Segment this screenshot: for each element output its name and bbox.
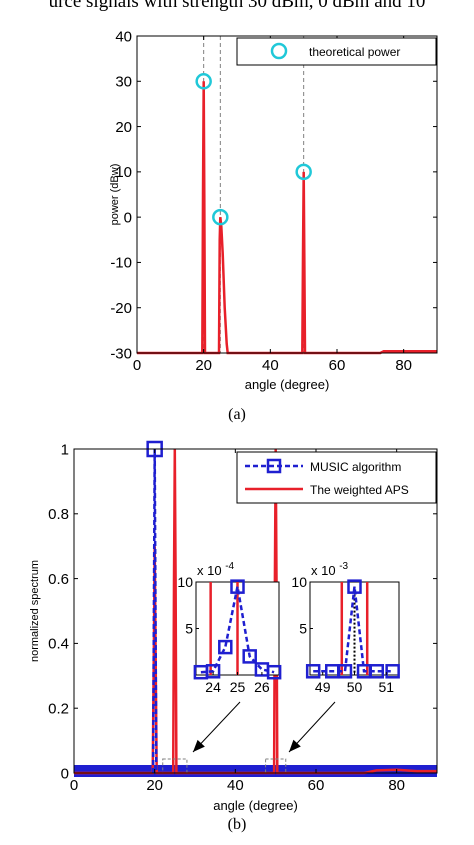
b-inset-1-music-line [200, 586, 275, 674]
b-inset-2: 49 50 51 5 10x 10 -3 [291, 561, 400, 695]
b-ytick-label-2: 0.4 [48, 636, 69, 653]
a-theory-point-0 [195, 73, 212, 90]
b-plot-frame [73, 448, 438, 774]
a-ytick-label-1: -20 [110, 300, 132, 317]
b-inset-2-marker-0 [305, 664, 321, 679]
b-legend-music-label: MUSIC algorithm [310, 460, 401, 474]
b-inset-2-exponent: x 10 -3 [311, 561, 349, 578]
b-inset-2-xtick-label-0: 49 [315, 679, 331, 695]
b-inset-2-exponent-power: -3 [339, 561, 348, 572]
b-inset-1-exponent-power: -4 [225, 561, 234, 572]
a-legend-marker [270, 42, 288, 60]
b-ytick-label-0: 0 [61, 765, 69, 782]
b-inset-1-marker-4 [242, 649, 257, 664]
a-xtick-label-2: 40 [262, 357, 279, 374]
b-inset-1-marker-3 [230, 579, 245, 594]
b-arrow-2-head [289, 739, 301, 752]
a-ytick-label-3: 0 [124, 209, 132, 226]
a-ytick-label-6: 30 [115, 74, 132, 91]
b-inset-2-ytick-label-1: 5 [299, 621, 307, 637]
b-inset-1-marker-1 [205, 664, 221, 679]
b-inset-1-xtick-label-1: 25 [230, 679, 246, 695]
b-inset-1-marker-6 [266, 664, 282, 680]
b-inset-1: 24 25 26 5 10x 10 -4 [177, 561, 282, 695]
b-inset-1-exponent: x 10 -4 [197, 561, 235, 578]
b-xtick-label-1: 20 [146, 777, 163, 794]
b-inset-1-marker-2 [218, 639, 233, 655]
b-y-axis-label: normalized spectrum [29, 560, 41, 662]
a-ytick-label-0: -30 [110, 345, 132, 362]
a-ytick-label-4: 10 [115, 164, 132, 181]
a-legend-box [236, 37, 437, 66]
a-xtick-label-3: 60 [329, 357, 346, 374]
a-ytick-label-7: 40 [115, 28, 132, 45]
b-inset-2-xtick-label-1: 50 [347, 679, 363, 695]
a-ytick-label-2: -10 [110, 255, 132, 272]
b-xtick-label-3: 60 [308, 777, 325, 794]
panel-label-b: (b) [227, 816, 247, 833]
b-inset-2-marker-3 [347, 579, 362, 594]
b-inset-2-marker-6 [385, 664, 400, 679]
a-theory-point-2 [295, 163, 312, 181]
b-legend-music-marker [266, 458, 282, 474]
a-xtick-label-0: 0 [133, 357, 141, 374]
panel-label-a: (a) [228, 406, 246, 423]
b-inset-2-marker-5 [369, 664, 384, 679]
a-ytick-label-5: 20 [115, 119, 132, 136]
b-ytick-label-1: 0.2 [48, 700, 69, 717]
b-inset-2-music-line [313, 586, 393, 673]
b-inset-2-marker-2 [337, 664, 353, 679]
b-xtick-label-4: 80 [388, 777, 405, 794]
b-xtick-label-0: 0 [70, 777, 78, 794]
b-ytick-label-3: 0.6 [48, 571, 69, 588]
b-inset-1-ytick-label-1: 5 [185, 621, 193, 637]
b-inset-1-ytick-label-2: 10 [177, 574, 193, 590]
b-inset-1-xtick-label-2: 26 [254, 679, 270, 695]
b-legend-aps-label: The weighted APS [310, 483, 409, 497]
a-xtick-label-4: 80 [395, 357, 412, 374]
a-y-axis-label: power (dBw) [109, 164, 121, 226]
b-x-axis-label: angle (degree) [213, 798, 298, 813]
b-xtick-label-2: 40 [227, 777, 244, 794]
figure-caption: urce signals with strength 30 dBm, 0 dBm… [48, 0, 426, 12]
a-aps-line [137, 81, 437, 355]
a-x-axis-label: angle (degree) [245, 377, 330, 392]
a-xtick-label-1: 20 [195, 357, 212, 374]
b-inset-2-ytick-label-2: 10 [291, 574, 307, 590]
b-zoom-region-2 [265, 758, 287, 774]
b-ytick-label-4: 0.8 [48, 506, 69, 523]
a-legend-label: theoretical power [309, 45, 400, 59]
a-plot-frame [136, 35, 438, 354]
a-theory-point-1 [212, 208, 229, 226]
b-inset-1-xtick-label-0: 24 [205, 679, 221, 695]
b-arrow-1-head [193, 739, 205, 752]
b-inset-2-xtick-label-2: 51 [378, 679, 394, 695]
b-ytick-label-5: 1 [61, 441, 69, 458]
